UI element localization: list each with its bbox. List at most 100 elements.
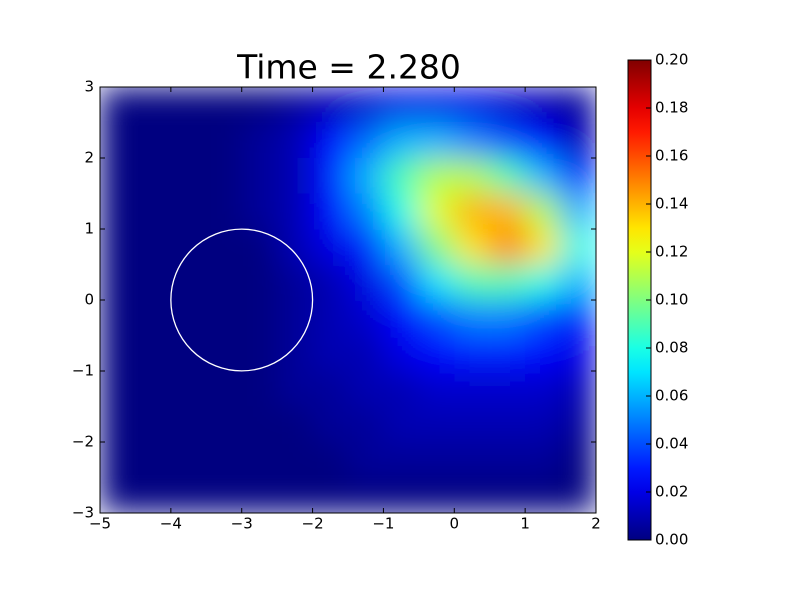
heat-cell <box>170 158 207 194</box>
heatmap <box>100 87 596 513</box>
heat-cell <box>489 442 526 478</box>
heat-cell <box>383 122 420 159</box>
heat-cell <box>418 264 455 301</box>
x-tick-label: −1 <box>372 515 394 533</box>
heat-cell <box>489 158 526 194</box>
heat-cell <box>383 371 420 407</box>
heat-cell <box>454 264 491 301</box>
heat-cell <box>312 122 349 159</box>
heat-cell <box>206 335 243 372</box>
heat-cell <box>241 442 278 478</box>
heat-cell <box>170 193 207 230</box>
heat-cell <box>489 229 526 265</box>
colorbar-tick-label: 0.12 <box>655 243 688 261</box>
heat-cell <box>170 229 207 265</box>
y-tick-label: −2 <box>72 433 94 451</box>
heat-cell <box>277 87 314 123</box>
heat-cell <box>277 122 314 159</box>
heat-cell <box>170 335 207 372</box>
heat-cell <box>525 122 562 159</box>
heat-cell <box>100 193 136 230</box>
heat-cell <box>277 158 314 194</box>
heat-cell <box>206 229 243 265</box>
heat-cell <box>277 406 314 443</box>
colorbar-tick-label: 0.18 <box>655 99 688 117</box>
heat-cell <box>560 477 596 513</box>
heat-cell <box>489 371 526 407</box>
x-tick-label: 1 <box>520 515 530 533</box>
heat-cell <box>312 442 349 478</box>
heat-cell <box>418 87 455 123</box>
heat-cell <box>170 300 207 336</box>
heat-cell <box>241 335 278 372</box>
heat-cell <box>418 442 455 478</box>
heat-cell <box>170 442 207 478</box>
heat-cell <box>418 335 455 372</box>
heat-cell <box>454 300 491 336</box>
heat-cell <box>100 371 136 407</box>
heat-cell <box>277 477 314 513</box>
heat-cell <box>135 406 172 443</box>
heat-cell <box>383 442 420 478</box>
colorbar-tick-label: 0.10 <box>655 291 688 309</box>
circle-annotation <box>170 228 314 372</box>
heat-cell <box>100 122 136 159</box>
heat-cell <box>348 442 384 478</box>
heat-cell <box>170 87 207 123</box>
heat-cell <box>454 371 491 407</box>
x-tick-label: −5 <box>89 515 111 533</box>
heat-cell <box>348 193 384 230</box>
heat-cell <box>348 229 384 265</box>
heat-cell <box>489 406 526 443</box>
heat-cell <box>525 158 562 194</box>
heat-cell <box>206 406 243 443</box>
heat-cell <box>383 193 420 230</box>
heat-cell <box>489 264 526 301</box>
heat-cell <box>489 300 526 336</box>
heat-cell <box>241 158 278 194</box>
heat-cell <box>348 87 384 123</box>
heat-cell <box>383 87 420 123</box>
heat-cell <box>383 300 420 336</box>
heat-cell <box>135 335 172 372</box>
heat-cell <box>241 229 278 265</box>
heat-cell <box>560 406 596 443</box>
heat-cell <box>418 300 455 336</box>
colorbar-tick-label: 0.08 <box>655 339 688 357</box>
heat-cell <box>560 229 596 265</box>
heat-cell <box>348 264 384 301</box>
heat-cell <box>418 371 455 407</box>
heat-cell <box>170 264 207 301</box>
heat-cell <box>489 335 526 372</box>
colorbar-tick-label: 0.02 <box>655 483 688 501</box>
heat-cell <box>418 477 455 513</box>
heat-cell <box>135 477 172 513</box>
heat-cell <box>135 158 172 194</box>
heat-cell <box>560 442 596 478</box>
heat-cell <box>312 229 349 265</box>
heat-cell <box>277 193 314 230</box>
colorbar-tick-label: 0.04 <box>655 435 688 453</box>
heat-cell <box>100 300 136 336</box>
heat-cell <box>135 87 172 123</box>
colorbar-tick-label: 0.20 <box>655 51 688 69</box>
chart-title: Time = 2.280 <box>236 48 461 87</box>
heat-cell <box>418 158 455 194</box>
heat-cell <box>277 371 314 407</box>
heat-cell <box>348 477 384 513</box>
heat-cell <box>170 122 207 159</box>
heat-cell <box>312 406 349 443</box>
heat-cell <box>100 158 136 194</box>
heat-cell <box>100 87 136 123</box>
heat-cell <box>489 193 526 230</box>
heat-cell <box>525 229 562 265</box>
heat-cell <box>348 158 384 194</box>
heat-cell <box>383 229 420 265</box>
heat-cell <box>206 300 243 336</box>
heat-cell <box>206 158 243 194</box>
heat-cell <box>135 229 172 265</box>
heat-cell <box>206 122 243 159</box>
heat-cell <box>135 371 172 407</box>
heat-cell <box>348 406 384 443</box>
heat-cell <box>454 335 491 372</box>
